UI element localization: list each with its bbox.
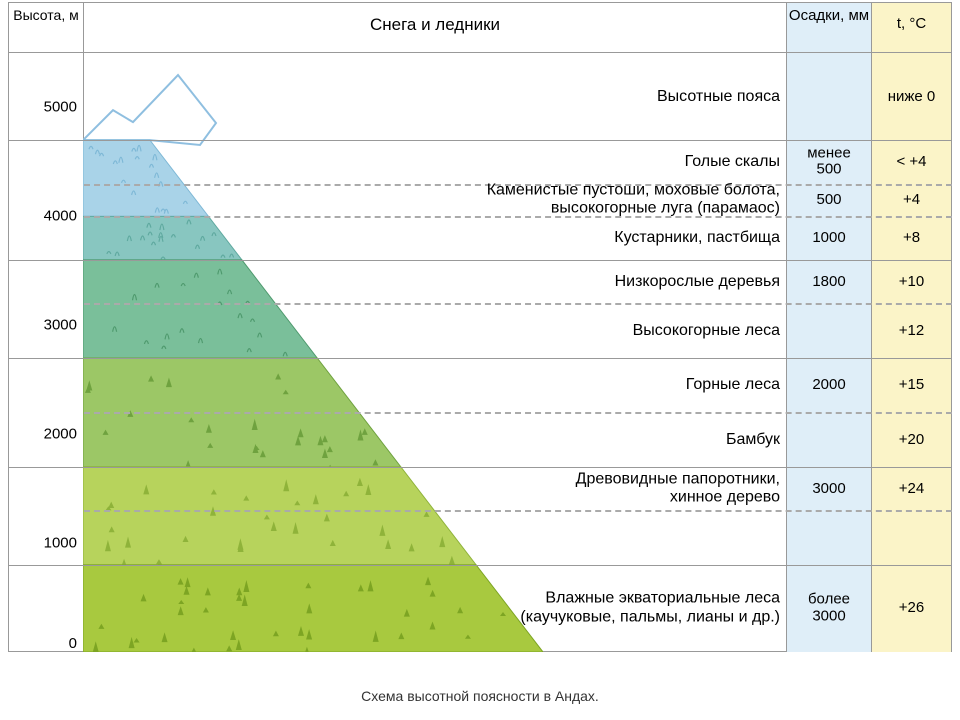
precip-value: 1000 xyxy=(787,230,871,247)
precipitation-column: менее500 500 1000 1800 2000 3000 более3000 xyxy=(786,53,871,652)
altitudinal-zonation-chart: Высота, м Снега и ледники Осадки, мм t, … xyxy=(8,2,952,652)
temp-value: +4 xyxy=(872,192,951,209)
zone-label: Высокогорные леса xyxy=(633,322,780,340)
divider-dashed xyxy=(84,303,952,305)
temp-value: +10 xyxy=(872,273,951,290)
temp-value: +24 xyxy=(872,480,951,497)
divider-solid xyxy=(8,140,952,141)
temp-value: +15 xyxy=(872,377,951,394)
temp-value: < +4 xyxy=(872,154,951,171)
axis-tick: 5000 xyxy=(44,99,77,116)
precip-value: более3000 xyxy=(787,592,871,625)
precip-value: 3000 xyxy=(787,480,871,497)
temp-value: +20 xyxy=(872,431,951,448)
temperature-column: ниже 0 < +4 +4 +8 +10 +12 +15 +20 +24 +26 xyxy=(871,53,951,652)
zone-label: Кустарники, пастбища xyxy=(614,229,780,247)
zone-label: Древовидные папоротники,хинное дерево xyxy=(576,470,780,507)
divider-dashed xyxy=(84,412,952,414)
temp-value: +12 xyxy=(872,322,951,339)
zone-label: Бамбук xyxy=(726,430,780,448)
axis-tick: 4000 xyxy=(44,208,77,225)
zone-label: Влажные экваториальные леса(каучуковые, … xyxy=(520,590,780,627)
header-height: Высота, м xyxy=(9,3,84,52)
axis-tick: 0 xyxy=(69,635,77,652)
precip-value: 1800 xyxy=(787,273,871,290)
precip-value: 2000 xyxy=(787,377,871,394)
divider-dashed xyxy=(84,510,952,512)
header-temp: t, °C xyxy=(871,3,951,52)
altitude-axis: 5000 4000 3000 2000 1000 0 xyxy=(9,53,84,652)
mountain-icon xyxy=(83,32,543,652)
divider-solid xyxy=(8,358,952,359)
temp-value: +26 xyxy=(872,600,951,617)
zone-label: Горные леса xyxy=(686,376,780,394)
temp-value: ниже 0 xyxy=(872,88,951,105)
axis-tick: 3000 xyxy=(44,317,77,334)
body-area: 5000 4000 3000 2000 1000 0 Высотные пояса Голы… xyxy=(9,53,951,652)
zone-label: Каменистые пустоши, моховые болота,высок… xyxy=(487,182,780,219)
precip-value: менее500 xyxy=(787,145,871,178)
zone-label: Высотные пояса xyxy=(657,87,780,105)
axis-tick: 1000 xyxy=(44,535,77,552)
zone-label: Низкорослые деревья xyxy=(615,273,780,291)
axis-tick: 2000 xyxy=(44,426,77,443)
divider-solid xyxy=(8,565,952,566)
header-precip: Осадки, мм xyxy=(786,3,871,52)
precip-value: 500 xyxy=(787,192,871,209)
caption: Схема высотной поясности в Андах. xyxy=(0,688,960,704)
diagram-area: Высотные пояса Голые скалы Каменистые пуст… xyxy=(84,53,786,652)
divider-solid xyxy=(8,467,952,468)
divider-solid xyxy=(8,260,952,261)
temp-value: +8 xyxy=(872,230,951,247)
zone-label: Голые скалы xyxy=(685,153,780,171)
